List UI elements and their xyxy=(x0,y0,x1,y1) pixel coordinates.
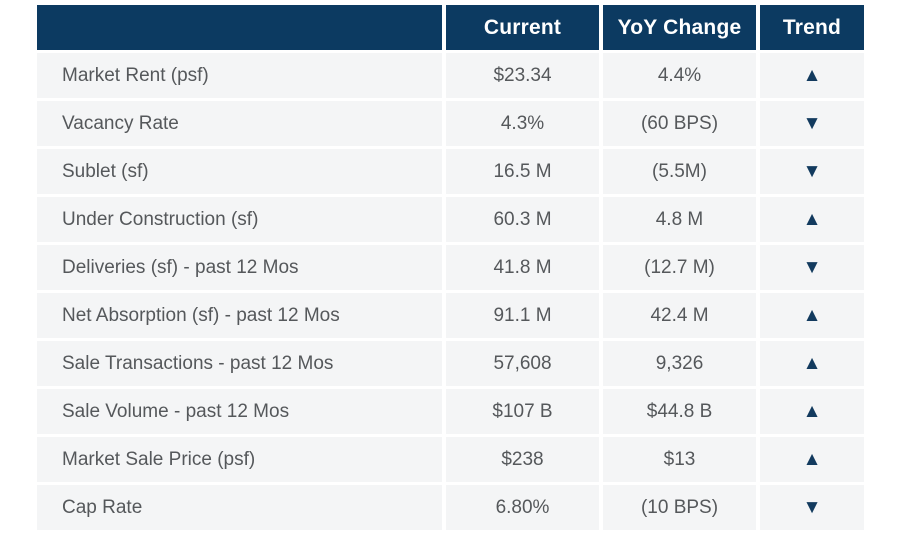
trend-up-icon: ▲ xyxy=(760,341,864,386)
trend-down-icon: ▼ xyxy=(760,485,864,530)
header-trend: Trend xyxy=(760,5,864,50)
row-label: Net Absorption (sf) - past 12 Mos xyxy=(37,293,442,338)
trend-down-icon: ▼ xyxy=(760,245,864,290)
row-yoy-value: $44.8 B xyxy=(603,389,756,434)
market-stats-table: Current YoY Change Trend Market Rent (ps… xyxy=(37,5,864,530)
row-yoy-value: (12.7 M) xyxy=(603,245,756,290)
row-label: Sublet (sf) xyxy=(37,149,442,194)
row-current-value: 6.80% xyxy=(446,485,599,530)
row-label: Sale Volume - past 12 Mos xyxy=(37,389,442,434)
row-current-value: $238 xyxy=(446,437,599,482)
row-current-value: $107 B xyxy=(446,389,599,434)
row-current-value: 41.8 M xyxy=(446,245,599,290)
row-label: Market Rent (psf) xyxy=(37,53,442,98)
row-current-value: 57,608 xyxy=(446,341,599,386)
trend-down-icon: ▼ xyxy=(760,101,864,146)
row-current-value: 4.3% xyxy=(446,101,599,146)
row-yoy-value: 42.4 M xyxy=(603,293,756,338)
header-current: Current xyxy=(446,5,599,50)
row-yoy-value: (5.5M) xyxy=(603,149,756,194)
row-yoy-value: 4.4% xyxy=(603,53,756,98)
trend-up-icon: ▲ xyxy=(760,437,864,482)
trend-up-icon: ▲ xyxy=(760,53,864,98)
row-yoy-value: 4.8 M xyxy=(603,197,756,242)
row-label: Market Sale Price (psf) xyxy=(37,437,442,482)
header-yoy-change: YoY Change xyxy=(603,5,756,50)
row-label: Vacancy Rate xyxy=(37,101,442,146)
trend-down-icon: ▼ xyxy=(760,149,864,194)
row-yoy-value: $13 xyxy=(603,437,756,482)
row-current-value: 16.5 M xyxy=(446,149,599,194)
row-label: Under Construction (sf) xyxy=(37,197,442,242)
trend-up-icon: ▲ xyxy=(760,389,864,434)
row-yoy-value: (60 BPS) xyxy=(603,101,756,146)
row-yoy-value: 9,326 xyxy=(603,341,756,386)
row-yoy-value: (10 BPS) xyxy=(603,485,756,530)
row-current-value: 91.1 M xyxy=(446,293,599,338)
trend-up-icon: ▲ xyxy=(760,197,864,242)
header-metric-blank xyxy=(37,5,442,50)
row-label: Deliveries (sf) - past 12 Mos xyxy=(37,245,442,290)
row-label: Cap Rate xyxy=(37,485,442,530)
row-current-value: 60.3 M xyxy=(446,197,599,242)
row-current-value: $23.34 xyxy=(446,53,599,98)
row-label: Sale Transactions - past 12 Mos xyxy=(37,341,442,386)
trend-up-icon: ▲ xyxy=(760,293,864,338)
